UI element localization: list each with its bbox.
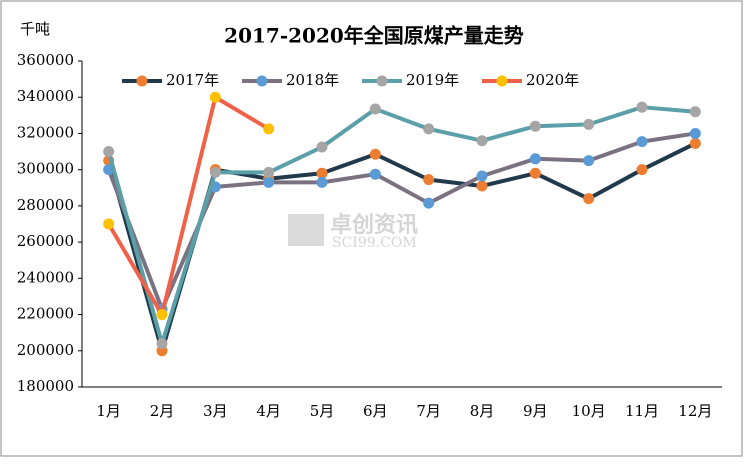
data-point: [689, 127, 701, 139]
watermark-text: SCI99.COM: [332, 235, 417, 251]
data-point: [636, 101, 648, 113]
data-point: [423, 123, 435, 135]
chart-title: 2017-2020年全国原煤产量走势: [224, 24, 524, 48]
legend-marker: [136, 75, 148, 87]
data-point: [103, 218, 115, 230]
data-point: [476, 135, 488, 147]
x-tick-label: 6月: [363, 402, 388, 420]
data-point: [263, 176, 275, 188]
watermark-logo: [288, 214, 324, 246]
frame: [0, 0, 743, 457]
y-tick-label: 340000: [17, 87, 74, 105]
y-tick-label: 220000: [17, 305, 74, 323]
data-point: [369, 168, 381, 180]
x-tick-label: 2月: [150, 402, 175, 420]
data-point: [423, 174, 435, 186]
x-tick-label: 4月: [256, 402, 281, 420]
data-point: [209, 91, 221, 103]
legend-label: 2020年: [526, 71, 579, 89]
x-tick-label: 1月: [96, 402, 121, 420]
data-point: [529, 167, 541, 179]
x-tick-label: 7月: [416, 402, 441, 420]
y-tick-label: 240000: [17, 268, 74, 286]
watermark-text: 卓创资讯: [330, 212, 418, 238]
data-point: [529, 153, 541, 165]
y-tick-label: 320000: [17, 123, 74, 141]
x-tick-label: 10月: [572, 402, 606, 420]
data-point: [636, 136, 648, 148]
data-point: [209, 166, 221, 178]
data-point: [103, 146, 115, 158]
data-point: [689, 137, 701, 149]
x-tick-label: 12月: [678, 402, 712, 420]
y-tick-label: 180000: [17, 377, 74, 395]
data-point: [316, 141, 328, 153]
y-tick-label: 200000: [17, 341, 74, 359]
data-point: [529, 120, 541, 132]
data-point: [689, 106, 701, 118]
x-tick-label: 9月: [523, 402, 548, 420]
x-tick-label: 3月: [203, 402, 228, 420]
data-point: [583, 193, 595, 205]
data-point: [476, 180, 488, 192]
legend-marker: [256, 75, 268, 87]
data-point: [263, 123, 275, 135]
data-point: [423, 197, 435, 209]
legend-marker: [376, 75, 388, 87]
x-tick-label: 11月: [625, 402, 659, 420]
watermark: 卓创资讯 SCI99.COM: [288, 212, 418, 251]
legend-label: 2018年: [286, 71, 339, 89]
data-point: [369, 148, 381, 160]
x-tick-label: 8月: [470, 402, 495, 420]
data-point: [583, 118, 595, 130]
data-point: [636, 164, 648, 176]
y-tick-label: 360000: [17, 51, 74, 69]
legend-label: 2017年: [166, 71, 219, 89]
x-tick-label: 5月: [310, 402, 335, 420]
data-point: [156, 309, 168, 321]
legend-label: 2019年: [406, 71, 459, 89]
y-tick-label: 280000: [17, 196, 74, 214]
data-point: [156, 338, 168, 350]
series-line: [106, 95, 270, 317]
data-point: [316, 176, 328, 188]
data-point: [583, 155, 595, 167]
data-point: [263, 166, 275, 178]
data-point: [369, 103, 381, 115]
y-tick-label: 260000: [17, 232, 74, 250]
y-tick-label: 300000: [17, 160, 74, 178]
series-line: [106, 105, 696, 346]
legend-marker: [496, 75, 508, 87]
y-axis-label: 千吨: [20, 20, 50, 38]
data-point: [316, 167, 328, 179]
data-point: [476, 170, 488, 182]
